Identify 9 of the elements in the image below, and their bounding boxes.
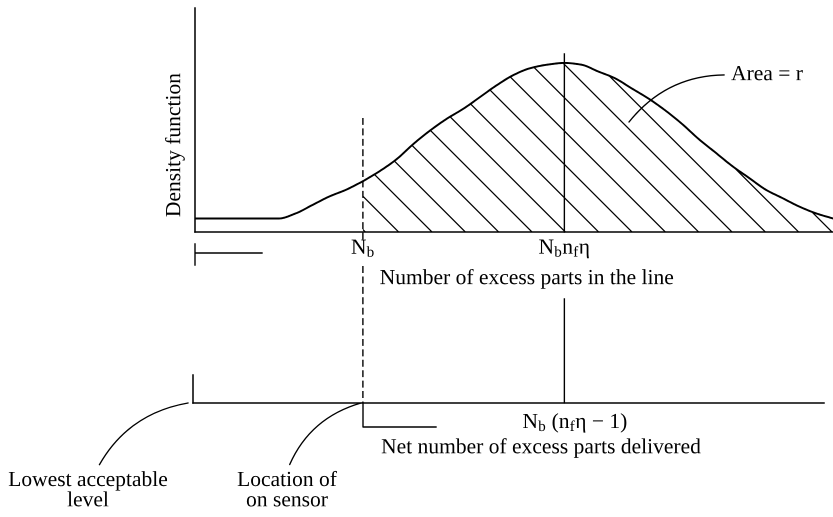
annotation: Area = r [731, 66, 803, 80]
text: N$_{b}$ (n$_{f}$η − 1) [523, 413, 626, 433]
text: Lowest acceptable level [8, 471, 168, 507]
x-axis-title: Number of excess parts in the line [380, 268, 674, 289]
y-axis-title: Density function [164, 73, 185, 217]
x-tick-label: N$_{b}$n$_{f}$η [539, 240, 589, 258]
text: Net number of excess parts delivered [382, 438, 701, 458]
x-tick-label: N$_{b}$ [352, 240, 374, 257]
text: Location of on sensor [238, 470, 337, 507]
